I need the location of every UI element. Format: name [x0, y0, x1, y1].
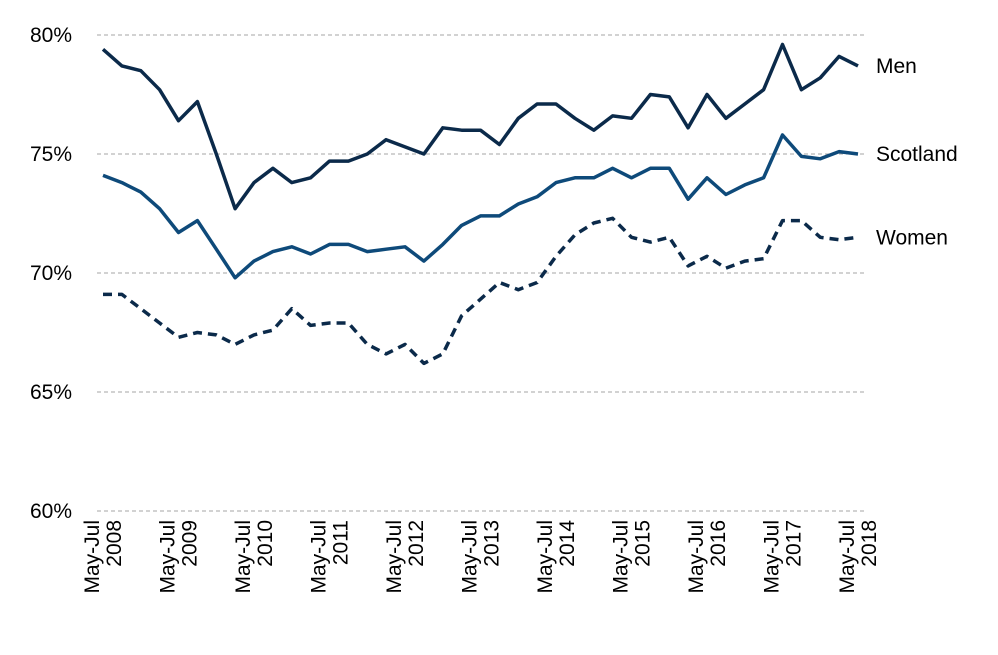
series-line-scotland	[102, 133, 859, 280]
series-labels: Men Scotland Women	[876, 55, 958, 249]
x-tick-label-line2: 2008	[103, 520, 126, 567]
y-tick-label: 80%	[30, 24, 72, 47]
x-tick-label-line2: 2010	[254, 520, 277, 567]
series-label-women: Women	[876, 226, 948, 249]
x-axis: May-Jul 2008 May-Jul 2009 May-Jul 2010 May-Jul…	[81, 520, 881, 594]
x-tick-label-line1: May-Jul	[761, 520, 784, 594]
x-tick-label-line1: May-Jul	[459, 520, 482, 594]
series-line-women	[103, 216, 859, 366]
series-lines	[101, 42, 859, 366]
x-tick-label: May-Jul 2018	[836, 520, 881, 594]
y-tick-label: 60%	[30, 500, 72, 523]
x-tick-label: May-Jul 2008	[81, 520, 126, 594]
x-tick-label-line1: May-Jul	[685, 520, 708, 594]
x-tick-label-line2: 2018	[858, 520, 881, 567]
x-tick-label-line1: May-Jul	[232, 520, 255, 594]
x-tick-label-line1: May-Jul	[836, 520, 859, 594]
x-tick-label-line1: May-Jul	[157, 520, 180, 594]
gridlines	[97, 34, 866, 512]
x-tick-label: May-Jul 2011	[308, 520, 353, 594]
series-line-men	[101, 42, 859, 211]
x-tick-label: May-Jul 2009	[157, 520, 202, 594]
x-tick-label: May-Jul 2017	[761, 520, 806, 594]
y-tick-label: 65%	[30, 381, 72, 404]
series-label-men: Men	[876, 55, 917, 78]
x-tick-label: May-Jul 2013	[459, 520, 504, 594]
y-tick-label: 75%	[30, 143, 72, 166]
x-tick-label-line1: May-Jul	[81, 520, 104, 594]
y-tick-label: 70%	[30, 262, 72, 285]
x-tick-label: May-Jul 2012	[383, 520, 428, 594]
x-tick-label: May-Jul 2010	[232, 520, 277, 594]
y-axis: 60% 65% 70% 75% 80%	[30, 24, 72, 523]
series-label-scotland: Scotland	[876, 143, 958, 166]
x-tick-label-line2: 2015	[632, 520, 655, 567]
x-tick-label-line2: 2009	[179, 520, 202, 567]
x-tick-label: May-Jul 2014	[534, 520, 579, 594]
x-tick-label-line2: 2014	[556, 520, 579, 567]
x-tick-label-line2: 2012	[405, 520, 428, 567]
x-tick-label-line2: 2011	[330, 520, 353, 565]
x-tick-label-line1: May-Jul	[308, 520, 331, 594]
x-tick-label: May-Jul 2016	[685, 520, 730, 594]
x-tick-label-line1: May-Jul	[610, 520, 633, 594]
x-tick-label-line2: 2017	[783, 520, 806, 567]
x-tick-label-line2: 2013	[481, 520, 504, 567]
x-tick-label: May-Jul 2015	[610, 520, 655, 594]
x-tick-label-line1: May-Jul	[534, 520, 557, 594]
x-tick-label-line1: May-Jul	[383, 520, 406, 594]
x-tick-label-line2: 2016	[707, 520, 730, 567]
